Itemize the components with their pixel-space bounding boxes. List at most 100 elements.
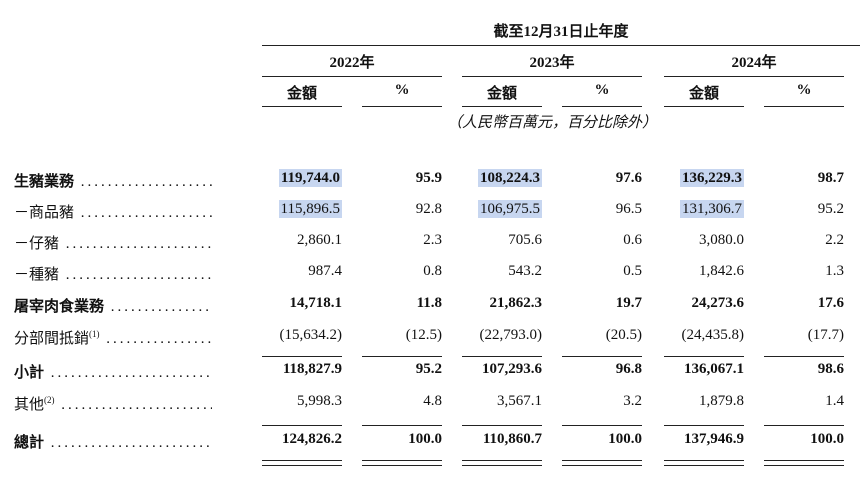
subtotal-line-4 bbox=[562, 356, 642, 357]
cell-amount-2024: 1,842.6 bbox=[649, 263, 744, 280]
row-label: 其他(2) ..................................… bbox=[14, 393, 212, 414]
cell-amount-2022: 119,744.0 bbox=[247, 169, 342, 187]
double-underline-5 bbox=[664, 460, 744, 466]
sub-underline-6 bbox=[764, 106, 844, 107]
cell-value: (24,435.8) bbox=[681, 327, 745, 343]
row-label: 總計 .....................................… bbox=[14, 431, 212, 452]
percent-header-2024: % bbox=[796, 82, 812, 98]
cell-percent-2023: (20.5) bbox=[547, 327, 642, 344]
percent-header-2022: % bbox=[394, 82, 410, 98]
cell-amount-2024: 1,879.8 bbox=[649, 393, 744, 410]
percent-header-2023: % bbox=[594, 82, 610, 98]
cell-value: 131,306.7 bbox=[680, 200, 744, 218]
cell-value: 100.0 bbox=[408, 431, 442, 447]
sub-underline-4 bbox=[562, 106, 642, 107]
cell-percent-2023: 0.5 bbox=[547, 263, 642, 280]
cell-percent-2023: 96.5 bbox=[547, 201, 642, 218]
cell-value: 118,827.9 bbox=[282, 361, 342, 377]
cell-value: 0.5 bbox=[623, 263, 642, 279]
cell-percent-2022: 95.2 bbox=[347, 361, 442, 378]
footnote-marker: (2) bbox=[44, 395, 55, 405]
cell-amount-2022: 118,827.9 bbox=[247, 361, 342, 378]
cell-percent-2024: 2.2 bbox=[749, 232, 844, 249]
cell-value: 95.2 bbox=[415, 361, 442, 377]
cell-value: 137,946.9 bbox=[684, 431, 744, 447]
cell-value: 96.8 bbox=[615, 361, 642, 377]
cell-amount-2024: 136,229.3 bbox=[649, 169, 744, 187]
cell-value: 95.2 bbox=[817, 201, 844, 217]
row-label-text: 分部間抵銷 bbox=[14, 331, 90, 347]
cell-percent-2023: 100.0 bbox=[547, 431, 642, 448]
dot-leader: ........................................ bbox=[65, 267, 212, 283]
year-underline-2023 bbox=[462, 76, 642, 77]
cell-percent-2024: 98.6 bbox=[749, 361, 844, 378]
cell-percent-2024: 1.4 bbox=[749, 393, 844, 410]
cell-value: 119,744.0 bbox=[278, 169, 342, 187]
cell-value: 107,293.6 bbox=[482, 361, 542, 377]
row-label: 分部間抵銷(1) ...............................… bbox=[14, 327, 212, 348]
cell-value: 92.8 bbox=[415, 201, 442, 217]
cell-percent-2023: 0.6 bbox=[547, 232, 642, 249]
row-label: 小計 .....................................… bbox=[14, 361, 212, 382]
total-line-3 bbox=[462, 425, 542, 426]
cell-amount-2022: 124,826.2 bbox=[247, 431, 342, 448]
dot-leader: ........................................ bbox=[50, 435, 212, 451]
cell-value: 705.6 bbox=[508, 232, 542, 248]
double-underline-1 bbox=[262, 460, 342, 466]
sub-underline-1 bbox=[262, 106, 342, 107]
cell-value: 115,896.5 bbox=[278, 200, 342, 218]
row-label-text: －種豬 bbox=[14, 267, 60, 283]
year-header-2023: 2023年 bbox=[529, 55, 575, 71]
cell-value: 1.4 bbox=[825, 393, 844, 409]
cell-value: 11.8 bbox=[416, 295, 442, 311]
cell-value: 97.6 bbox=[615, 170, 642, 186]
cell-percent-2022: 2.3 bbox=[347, 232, 442, 249]
dot-leader: ........................................ bbox=[80, 174, 212, 190]
double-underline-2 bbox=[362, 460, 442, 466]
cell-percent-2022: 92.8 bbox=[347, 201, 442, 218]
unit-note: （人民幣百萬元，百分比除外） bbox=[446, 115, 657, 131]
year-header-2024: 2024年 bbox=[731, 55, 777, 71]
cell-amount-2022: (15,634.2) bbox=[247, 327, 343, 344]
row-label: 生豬業務 ...................................… bbox=[14, 170, 212, 191]
row-label-text: 總計 bbox=[14, 435, 45, 451]
cell-amount-2024: 137,946.9 bbox=[649, 431, 744, 448]
dot-leader: ........................................ bbox=[65, 236, 212, 252]
cell-value: 4.8 bbox=[423, 393, 442, 409]
total-line-2 bbox=[362, 425, 442, 426]
cell-percent-2023: 97.6 bbox=[547, 170, 642, 187]
cell-value: 2.2 bbox=[825, 232, 844, 248]
cell-amount-2022: 2,860.1 bbox=[247, 232, 342, 249]
row-label: －仔豬 ....................................… bbox=[14, 232, 212, 253]
amount-header-2024: 金額 bbox=[688, 86, 719, 102]
cell-amount-2024: 24,273.6 bbox=[649, 295, 745, 312]
cell-value: 5,998.3 bbox=[297, 393, 342, 409]
dot-leader: ........................................ bbox=[50, 365, 212, 381]
dot-leader: ........................................ bbox=[80, 205, 212, 221]
cell-amount-2022: 14,718.1 bbox=[247, 295, 343, 312]
cell-percent-2022: 100.0 bbox=[347, 431, 442, 448]
row-label-text: －仔豬 bbox=[14, 236, 60, 252]
row-label: －商品豬 ...................................… bbox=[14, 201, 212, 222]
cell-percent-2023: 3.2 bbox=[547, 393, 642, 410]
cell-value: 3,567.1 bbox=[497, 393, 542, 409]
cell-percent-2022: 95.9 bbox=[347, 170, 442, 187]
cell-amount-2023: 110,860.7 bbox=[447, 431, 542, 448]
cell-value: 96.5 bbox=[615, 201, 642, 217]
cell-value: 95.9 bbox=[415, 170, 442, 186]
cell-percent-2023: 19.7 bbox=[547, 295, 642, 312]
row-label-text: 屠宰肉食業務 bbox=[14, 299, 105, 315]
cell-amount-2024: 136,067.1 bbox=[649, 361, 744, 378]
row-label: 屠宰肉食業務 .................................… bbox=[14, 295, 212, 316]
cell-percent-2024: 1.3 bbox=[749, 263, 844, 280]
double-underline-4 bbox=[562, 460, 642, 466]
amount-header-2022: 金額 bbox=[286, 86, 317, 102]
amount-header-2023: 金額 bbox=[486, 86, 517, 102]
cell-value: 0.6 bbox=[623, 232, 642, 248]
dot-leader: ........................................ bbox=[61, 397, 212, 413]
cell-value: 3.2 bbox=[623, 393, 642, 409]
cell-value: 17.6 bbox=[817, 295, 844, 311]
cell-amount-2022: 5,998.3 bbox=[247, 393, 342, 410]
sub-underline-3 bbox=[462, 106, 542, 107]
subtotal-line-5 bbox=[664, 356, 744, 357]
